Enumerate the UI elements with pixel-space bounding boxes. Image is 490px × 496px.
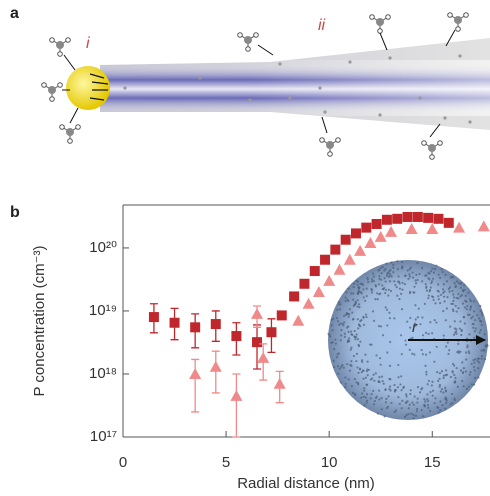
panel-label: b <box>10 204 20 221</box>
data-point <box>289 291 299 301</box>
data-point <box>292 315 304 326</box>
data-point <box>251 308 263 319</box>
data-point <box>149 312 159 322</box>
data-point <box>382 215 392 225</box>
data-point <box>277 310 287 320</box>
data-point <box>385 226 397 237</box>
data-point <box>303 298 315 309</box>
data-point <box>372 219 382 229</box>
x-tick-label: 15 <box>424 454 441 471</box>
data-point <box>453 222 465 233</box>
data-point <box>344 254 356 265</box>
data-point <box>310 266 320 276</box>
data-point <box>190 322 200 332</box>
y-tick-label: 10¹⁹ <box>89 302 117 319</box>
data-point <box>423 213 433 223</box>
data-point <box>320 255 330 265</box>
data-point <box>403 212 413 222</box>
data-point <box>231 331 241 341</box>
data-point <box>170 318 180 328</box>
y-axis-label: P concentration (cm⁻³) <box>31 245 48 396</box>
data-point <box>266 327 276 337</box>
data-point <box>323 275 335 286</box>
data-point <box>299 279 309 289</box>
y-tick-label: 10¹⁷ <box>90 428 117 445</box>
data-point <box>375 231 387 242</box>
nanowire-diagram <box>42 13 490 160</box>
x-tick-label: 0 <box>119 454 127 471</box>
data-point <box>230 390 242 401</box>
error-bar <box>212 351 220 393</box>
data-point <box>364 237 376 248</box>
data-point <box>444 218 454 228</box>
data-point <box>189 368 201 379</box>
data-point <box>426 223 438 234</box>
x-axis-label: Radial distance (nm) <box>237 475 375 492</box>
data-point <box>341 235 351 245</box>
x-tick-label: 5 <box>222 454 230 471</box>
panel-label: a <box>10 5 19 22</box>
data-point <box>433 214 443 224</box>
data-point <box>351 228 361 238</box>
data-point <box>330 245 340 255</box>
error-bar <box>232 374 240 437</box>
data-point <box>313 286 325 297</box>
data-point <box>354 245 366 256</box>
y-tick-label: 10²⁰ <box>89 239 117 256</box>
data-point <box>210 361 222 372</box>
figure: a b i ii Radial distance (nm) P concentr… <box>0 0 490 496</box>
data-point <box>257 352 269 363</box>
data-point <box>406 223 418 234</box>
diagram-label: i <box>86 35 90 52</box>
y-tick-label: 10¹⁸ <box>89 365 117 382</box>
error-bar <box>191 359 199 411</box>
data-point <box>211 319 221 329</box>
data-point <box>333 264 345 275</box>
data-point <box>361 223 371 233</box>
data-point <box>413 212 423 222</box>
data-point <box>392 214 402 224</box>
data-point <box>274 378 286 389</box>
data-point <box>252 337 262 347</box>
data-point <box>478 220 490 231</box>
x-tick-label: 10 <box>321 454 338 471</box>
diagram-label: ii <box>318 17 326 34</box>
